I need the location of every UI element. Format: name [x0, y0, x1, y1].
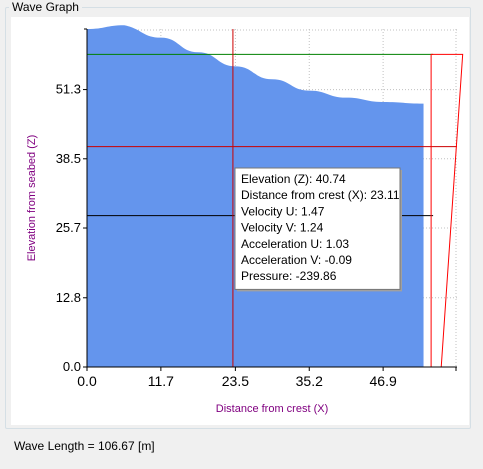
- x-tick-label: 0.0: [77, 373, 97, 389]
- tooltip-line: Acceleration U: 1.03: [241, 237, 349, 251]
- tooltip-box: [234, 167, 401, 290]
- y-tick-label: 51.3: [56, 82, 81, 97]
- tooltip-line: Pressure: -239.86: [241, 269, 337, 283]
- tooltip-line: Velocity U: 1.47: [241, 204, 325, 218]
- tooltip-line: Elevation (Z): 40.74: [241, 172, 346, 186]
- x-tick-label: 23.5: [222, 373, 249, 389]
- y-tick-label: 25.7: [56, 220, 81, 235]
- x-axis-title: Distance from crest (X): [216, 403, 328, 415]
- x-tick-label: 46.9: [370, 373, 397, 389]
- y-tick-label: 0.0: [63, 359, 81, 374]
- wave-length-status: Wave Length = 106.67 [m]: [14, 439, 155, 453]
- wave-chart[interactable]: 0.0 12.8 25.7 38.5 51.3 0.0 11.7 23.5 35.2 46.9 Di…: [11, 17, 469, 425]
- x-tick-label: 11.7: [148, 373, 174, 389]
- groupbox-title: Wave Graph: [9, 0, 82, 14]
- y-axis-title: Elevation from seabed (Z): [26, 135, 38, 262]
- tooltip-line: Acceleration V: -0.09: [241, 253, 352, 267]
- y-tick-label: 38.5: [56, 151, 81, 166]
- wave-graph-groupbox: [5, 7, 471, 429]
- tooltip-line: Distance from crest (X): 23.11: [241, 188, 400, 202]
- x-tick-label: 35.2: [296, 373, 323, 389]
- chart-panel[interactable]: 0.0 12.8 25.7 38.5 51.3 0.0 11.7 23.5 35.2 46.9 Di…: [11, 17, 469, 425]
- tooltip-line: Velocity V: 1.24: [241, 221, 324, 235]
- y-tick-label: 12.8: [56, 290, 81, 305]
